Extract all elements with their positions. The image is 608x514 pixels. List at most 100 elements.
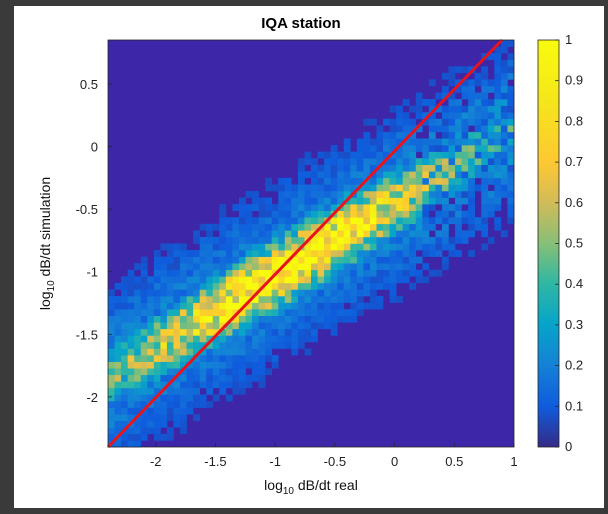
heatmap-cell: [252, 276, 259, 284]
heatmap-cell: [212, 256, 220, 264]
heatmap-cell: [350, 269, 358, 277]
heatmap-cell: [356, 269, 364, 277]
heatmap-cell: [507, 151, 515, 159]
heatmap-cell: [232, 296, 240, 303]
heatmap-cell: [173, 374, 181, 382]
heatmap-cell: [500, 177, 508, 185]
heatmap-cell: [245, 204, 253, 211]
heatmap-cell: [284, 177, 292, 185]
heatmap-cell: [173, 276, 181, 284]
heatmap-cell: [337, 151, 345, 159]
heatmap-cell: [166, 289, 174, 297]
heatmap-cell: [212, 282, 220, 290]
heatmap-cell: [297, 250, 305, 257]
heatmap-cell: [422, 145, 430, 152]
heatmap-cell: [173, 407, 181, 415]
y-tick-label: -2: [86, 390, 98, 405]
heatmap-cell: [461, 217, 469, 225]
heatmap-cell: [225, 263, 233, 271]
heatmap-cell: [304, 348, 312, 356]
heatmap-cell: [304, 204, 312, 211]
heatmap-cell: [186, 315, 194, 323]
heatmap-cell: [186, 387, 194, 395]
heatmap-cell: [147, 407, 155, 415]
heatmap-cell: [428, 197, 436, 205]
heatmap-cell: [238, 387, 246, 395]
heatmap-cell: [160, 328, 168, 336]
heatmap-cell: [389, 158, 397, 166]
heatmap-cell: [199, 355, 207, 362]
heatmap-cell: [140, 427, 148, 435]
heatmap-cell: [422, 217, 430, 225]
heatmap-cell: [481, 243, 489, 251]
heatmap-cell: [311, 335, 318, 343]
heatmap-cell: [160, 269, 168, 277]
heatmap-cell: [494, 171, 502, 179]
heatmap-cell: [173, 250, 181, 257]
heatmap-cell: [500, 105, 508, 113]
heatmap-cell: [212, 243, 220, 251]
heatmap-cell: [481, 72, 489, 80]
heatmap-cell: [435, 190, 443, 198]
heatmap-cell: [206, 282, 214, 290]
heatmap-cell: [140, 322, 148, 330]
heatmap-cell: [212, 289, 220, 297]
heatmap-cell: [507, 53, 515, 60]
colorbar-tick-label: 0.9: [565, 73, 583, 88]
heatmap-cell: [271, 276, 279, 284]
heatmap-cell: [199, 269, 207, 277]
heatmap-cell: [455, 190, 462, 198]
heatmap-cell: [225, 355, 233, 362]
heatmap-cell: [435, 92, 443, 100]
heatmap-cell: [461, 177, 469, 185]
heatmap-cell: [474, 145, 482, 152]
heatmap-cell: [435, 184, 443, 192]
heatmap-cell: [206, 302, 214, 310]
heatmap-cell: [258, 374, 266, 382]
heatmap-cell: [193, 401, 200, 408]
heatmap-cell: [402, 250, 410, 257]
heatmap-cell: [252, 315, 259, 323]
heatmap-cell: [258, 315, 266, 323]
heatmap-cell: [428, 158, 436, 166]
heatmap-cell: [500, 66, 508, 74]
heatmap-cell: [166, 328, 174, 336]
heatmap-cell: [199, 243, 207, 251]
heatmap-cell: [134, 302, 142, 310]
heatmap-cell: [343, 151, 351, 159]
heatmap-cell: [356, 243, 364, 251]
heatmap-cell: [140, 368, 148, 376]
heatmap-cell: [311, 177, 318, 185]
heatmap-cell: [245, 302, 253, 310]
heatmap-cell: [153, 348, 161, 356]
heatmap-cell: [474, 217, 482, 225]
heatmap-cell: [350, 171, 358, 179]
heatmap-cell: [127, 361, 135, 369]
heatmap-cell: [186, 276, 194, 284]
heatmap-cell: [258, 269, 266, 277]
heatmap-cell: [212, 374, 220, 382]
heatmap-cell: [153, 341, 161, 349]
heatmap-cell: [409, 171, 417, 179]
heatmap-cell: [114, 387, 122, 395]
heatmap-cell: [140, 282, 148, 290]
heatmap-cell: [186, 328, 194, 336]
heatmap-cell: [212, 322, 220, 330]
heatmap-cell: [350, 158, 358, 166]
heatmap-cell: [356, 236, 364, 244]
colorbar-ticks: 10.90.80.70.60.50.40.30.20.10: [555, 32, 583, 454]
heatmap-cell: [206, 368, 214, 376]
heatmap-cell: [219, 341, 227, 349]
heatmap-cell: [297, 230, 305, 238]
heatmap-cell: [363, 118, 371, 126]
heatmap-cell: [238, 322, 246, 330]
heatmap-cell: [219, 322, 227, 330]
heatmap-cell: [173, 263, 181, 271]
heatmap-cell: [199, 282, 207, 290]
heatmap-cell: [245, 348, 253, 356]
heatmap-cell: [311, 184, 318, 192]
heatmap-cell: [376, 158, 384, 166]
heatmap-cell: [441, 197, 449, 205]
heatmap-cell: [160, 420, 168, 428]
heatmap-cell: [389, 276, 397, 284]
